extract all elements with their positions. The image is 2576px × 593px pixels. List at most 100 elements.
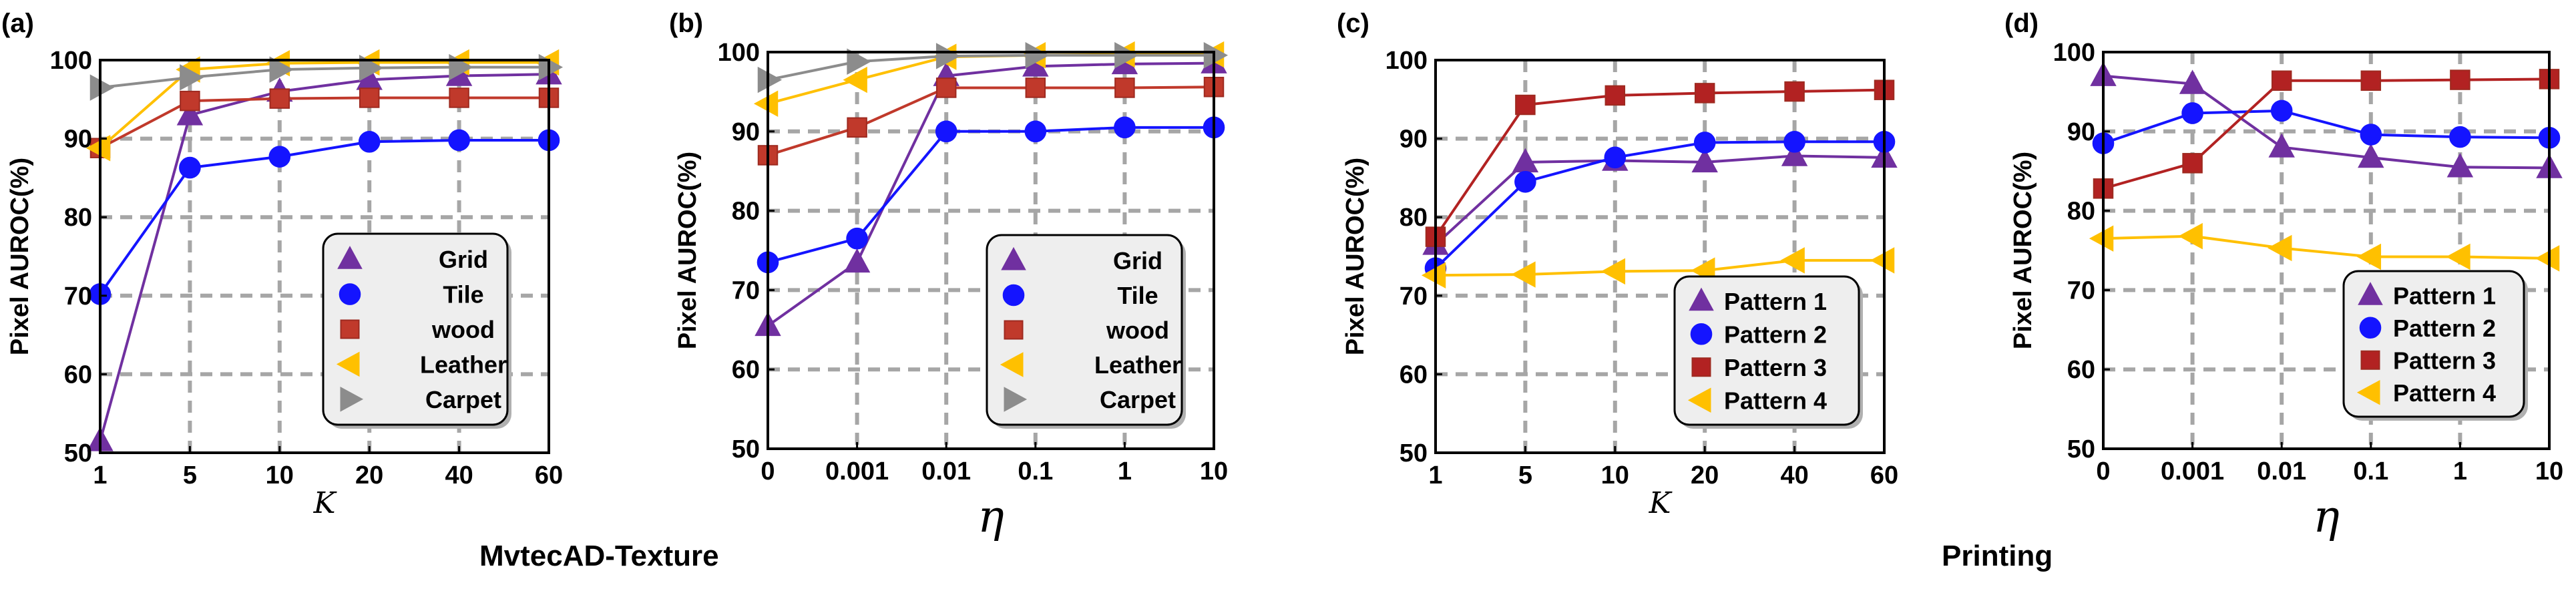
data-point <box>2268 234 2292 262</box>
panel-label: (c) <box>1337 9 1369 38</box>
y-tick-label: 90 <box>64 126 92 154</box>
legend-label: Pattern 4 <box>1724 387 1827 414</box>
series-line <box>99 73 550 441</box>
x-axis-label: K <box>1649 486 1673 520</box>
data-point <box>1114 77 1135 98</box>
y-axis-label: Pixel AUROC(%) <box>674 152 702 349</box>
legend-label: Carpet <box>425 386 501 413</box>
data-point <box>85 134 111 162</box>
data-point <box>2270 100 2293 122</box>
data-point <box>1024 120 1047 143</box>
data-point <box>269 88 290 109</box>
data-point <box>1691 148 1718 173</box>
x-axis-label: η <box>978 491 1004 542</box>
data-point <box>2446 153 2474 178</box>
legend-label: Pattern 2 <box>2393 315 2496 342</box>
x-tick-label: 5 <box>1518 461 1532 489</box>
plot-frame <box>1434 59 1886 454</box>
data-point <box>449 87 469 108</box>
y-tick-label: 60 <box>732 356 760 384</box>
series-pattern-2 <box>1424 131 1896 279</box>
legend-marker <box>1002 284 1025 307</box>
y-tick-label: 60 <box>2067 356 2095 384</box>
legend-label: Grid <box>1113 247 1162 274</box>
data-point <box>2358 143 2384 168</box>
series-line <box>99 65 549 89</box>
data-point <box>2178 222 2203 250</box>
data-point <box>843 248 871 273</box>
series-pattern-3 <box>1425 79 1895 247</box>
legend-marker <box>1690 323 1713 345</box>
chart-panel-3: 50 60 70 80 90 100 1 5 10 20 40 60 K Pixel AUROC(%) (c… <box>1337 9 1898 520</box>
y-tick-label: 50 <box>1400 439 1428 467</box>
legend-marker <box>1004 320 1024 340</box>
data-point <box>846 227 868 250</box>
data-point <box>757 66 783 93</box>
legend-label: wood <box>1106 317 1169 344</box>
data-point <box>753 90 779 117</box>
data-point <box>1693 132 1716 154</box>
series-line <box>767 53 1214 81</box>
plot-frame <box>2102 51 2551 450</box>
data-point <box>1511 261 1536 288</box>
legend-label: Grid <box>439 246 488 273</box>
x-tick-label: 60 <box>1870 461 1898 489</box>
data-point <box>843 66 867 93</box>
y-tick-label: 100 <box>1385 47 1428 75</box>
series-line <box>767 61 1215 327</box>
legend-label: Tile <box>1117 282 1158 309</box>
data-point <box>2182 153 2203 174</box>
x-tick-label: 0.01 <box>921 457 971 485</box>
chart-panel-1: 50 60 70 80 90 100 1 5 10 20 40 60 K Pixel AUROC(%) (a… <box>1 9 563 520</box>
legend-marker <box>340 387 364 412</box>
legend-marker <box>336 351 360 377</box>
data-point <box>2271 70 2292 91</box>
data-point <box>1025 77 1046 98</box>
x-tick-label: 0 <box>2096 457 2110 485</box>
legend-marker <box>339 283 361 305</box>
y-tick-label: 60 <box>64 361 92 389</box>
legend-box <box>986 234 1183 426</box>
series-pattern-4 <box>1421 247 1895 288</box>
data-point <box>2449 126 2471 148</box>
data-point <box>1781 142 1808 166</box>
series-grid <box>755 49 1227 337</box>
y-axis-label: Pixel AUROC(%) <box>1341 158 1369 355</box>
data-point <box>2089 225 2114 252</box>
y-tick-label: 70 <box>1400 282 1428 311</box>
data-point <box>1025 42 1050 69</box>
x-tick-label: 0.01 <box>2257 457 2306 485</box>
data-point <box>1421 262 1446 288</box>
data-point <box>2446 243 2471 270</box>
y-tick-label: 80 <box>64 204 92 232</box>
legend-marker <box>1004 387 1028 412</box>
series-wood <box>757 77 1225 166</box>
panel-label: (a) <box>1 9 34 38</box>
x-tick-label: 0.001 <box>825 457 889 485</box>
data-point <box>268 146 291 168</box>
y-tick-label: 70 <box>64 282 92 311</box>
series-line <box>2103 77 2550 190</box>
legend-label: wood <box>431 316 495 343</box>
data-point <box>359 55 384 81</box>
legend-marker <box>1691 357 1711 377</box>
data-point <box>1600 258 1626 285</box>
data-point <box>180 90 200 112</box>
data-point <box>2179 69 2206 94</box>
plot-frame <box>767 51 1215 450</box>
series-line <box>2103 109 2550 145</box>
series-line <box>1435 258 1884 277</box>
data-point <box>1515 94 1536 116</box>
panel-label: (d) <box>2004 9 2038 38</box>
data-point <box>847 48 871 75</box>
legend-label: Pattern 2 <box>1724 321 1827 348</box>
legend-label: Leather <box>420 351 507 378</box>
legend-marker <box>2358 282 2383 305</box>
series-line <box>99 138 549 295</box>
y-tick-label: 50 <box>64 439 92 467</box>
x-tick-label: 0.1 <box>1018 457 1053 485</box>
legend-label: Pattern 3 <box>2393 347 2496 374</box>
legend: Pattern 1 Pattern 2 Pattern 3 Pattern 4 <box>1673 275 1863 429</box>
data-point <box>358 131 381 153</box>
x-tick-label: 20 <box>355 461 383 489</box>
